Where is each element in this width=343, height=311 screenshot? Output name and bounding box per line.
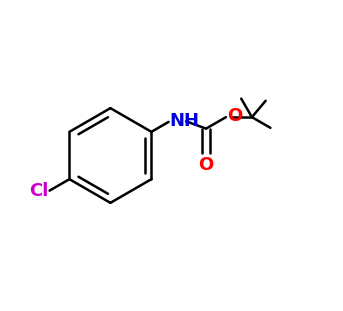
Text: Cl: Cl [29,182,48,200]
Text: O: O [199,156,214,174]
Text: O: O [227,107,243,125]
Text: NH: NH [169,112,199,130]
